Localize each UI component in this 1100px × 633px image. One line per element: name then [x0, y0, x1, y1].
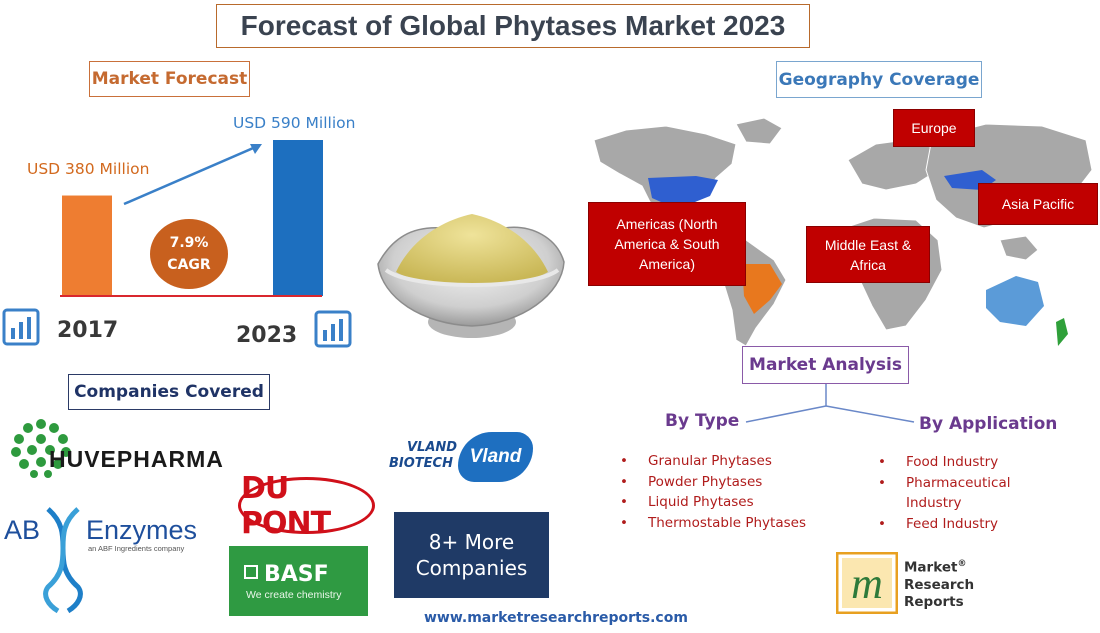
brazil-highlight: [742, 264, 782, 314]
list-item: • Liquid Phytases: [620, 494, 754, 510]
application-list: • Food Industry • Pharmaceutical Industry …: [878, 452, 1048, 534]
basf-logo-square-icon: [244, 565, 258, 579]
basf-logo-text: BASF: [264, 562, 329, 587]
data-label-2023: USD 590 Million: [233, 114, 356, 132]
more-companies-box: 8+ More Companies: [394, 512, 549, 598]
vland-logo-badge: Vland: [458, 432, 533, 482]
bar-2017: [62, 195, 112, 296]
data-label-2017: USD 380 Million: [27, 160, 150, 178]
list-item: • Food Industry: [878, 454, 999, 470]
australia-highlight: [986, 276, 1044, 326]
huvepharma-logo-text: HUVEPHARMA: [49, 446, 224, 472]
bar-chart-icon: [314, 310, 352, 348]
dupont-logo: DU PONT: [238, 471, 375, 541]
publisher-logo-text: Market® Research Reports: [904, 556, 974, 611]
publisher-logo-icon: m: [836, 552, 898, 614]
cagr-badge: 7.9% CAGR: [150, 219, 228, 289]
list-item: • Powder Phytases: [620, 473, 763, 490]
svg-text:m: m: [851, 559, 883, 608]
cagr-label: CAGR: [167, 257, 211, 273]
new-zealand-highlight: [1056, 318, 1068, 346]
region-asia-pacific: Asia Pacific: [978, 183, 1098, 225]
vland-logo-line1: VLAND: [407, 440, 458, 455]
more-companies-line: Companies: [415, 556, 528, 580]
website-link[interactable]: www.marketresearchreports.com: [424, 610, 688, 626]
region-americas-line: America): [638, 256, 695, 272]
basf-logo: [229, 546, 368, 616]
market-forecast-heading: Market Forecast: [89, 61, 250, 97]
publisher-line: Research: [904, 576, 975, 593]
ab-enzymes-tagline: an ABF Ingredients company: [88, 544, 185, 553]
analysis-connector: [745, 384, 915, 423]
type-list: • Granular Phytases • Powder Phytases • Liq…: [620, 451, 806, 533]
usa-highlight: [648, 176, 718, 206]
cagr-value: 7.9%: [169, 235, 209, 251]
more-companies-line: 8+ More: [428, 530, 515, 554]
region-europe: Europe: [893, 109, 975, 147]
ab-enzymes-dna-icon: [43, 507, 83, 614]
bar-chart-icon: [2, 308, 40, 346]
region-middle-east-africa: Middle East & Africa: [806, 226, 930, 283]
region-mea-line: Africa: [850, 256, 886, 273]
list-item: • Granular Phytases: [620, 453, 772, 469]
page-title: Forecast of Global Phytases Market 2023: [216, 4, 810, 48]
publisher-line: Market®: [904, 559, 967, 576]
huvepharma-logo-icon: [11, 419, 71, 478]
geography-coverage-heading: Geography Coverage: [776, 61, 982, 98]
list-item: • Thermostable Phytases: [620, 514, 806, 531]
phytase-powder-bowl-image: [377, 214, 565, 338]
region-americas-line: America & South: [614, 236, 720, 252]
vland-logo-line2: BIOTECH: [389, 456, 453, 471]
market-analysis-heading: Market Analysis: [742, 346, 909, 384]
tick-label-2017: 2017: [57, 318, 119, 343]
publisher-line: Reports: [904, 593, 964, 610]
growth-arrowhead: [250, 144, 262, 154]
by-type-heading: By Type: [665, 411, 740, 431]
list-item: • Feed Industry: [878, 515, 999, 532]
region-mea-line: Middle East &: [824, 236, 912, 253]
ab-enzymes-logo-text: Enzymes: [86, 515, 198, 545]
ab-enzymes-logo-ab: AB: [4, 515, 41, 545]
region-americas-line: Americas (North: [616, 216, 718, 232]
forecast-chart: [60, 140, 323, 297]
by-application-heading: By Application: [919, 414, 1058, 434]
list-item: • Pharmaceutical Industry: [878, 474, 1011, 512]
growth-arrow: [123, 144, 259, 206]
bar-2023: [273, 140, 323, 296]
region-americas: Americas (North America & South America): [588, 202, 746, 286]
basf-tagline: We create chemistry: [246, 589, 342, 601]
vland-badge-text: Vland: [469, 446, 522, 467]
tick-label-2023: 2023: [236, 323, 298, 348]
companies-covered-heading: Companies Covered: [68, 374, 270, 410]
